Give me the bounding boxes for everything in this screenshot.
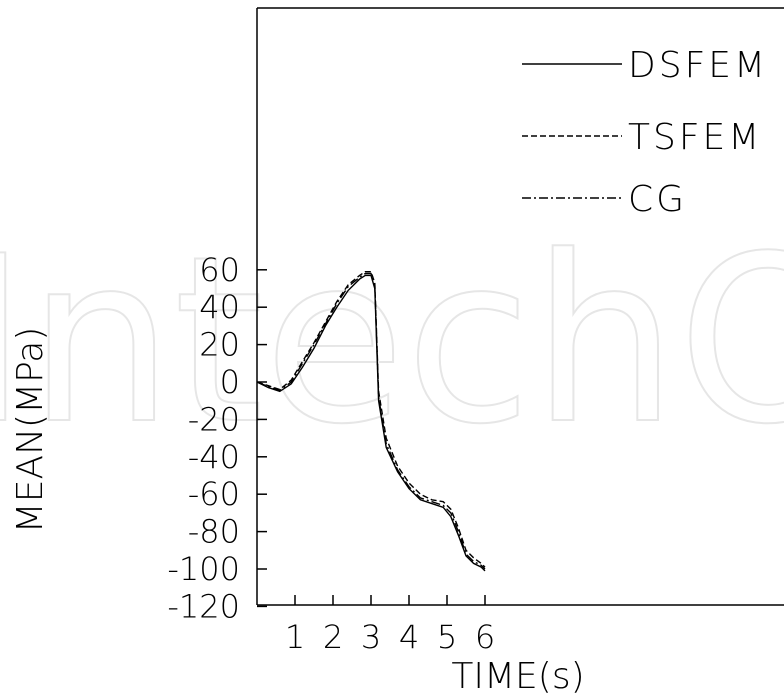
x-tick-label: 4 (399, 618, 419, 656)
legend-label-dsfem: DSFEM (628, 45, 768, 86)
legend-label-cg: CG (628, 179, 687, 220)
y-tick-label: -100 (167, 550, 240, 588)
x-tick-label: 5 (437, 618, 457, 656)
watermark-text: IntechOpen (0, 208, 784, 475)
legend: DSFEM TSFEM CG (522, 45, 768, 220)
legend-label-tsfem: TSFEM (628, 117, 762, 158)
y-tick-label: -20 (188, 400, 240, 438)
x-tick-label: 6 (475, 618, 495, 656)
series-group (256, 271, 486, 572)
y-axis-title: MEAN(MPa) (10, 327, 51, 534)
y-tick-label: -60 (188, 475, 240, 513)
y-tick-label: 60 (199, 251, 240, 289)
x-tick-label: 3 (361, 618, 381, 656)
y-tick-label: 40 (199, 288, 240, 326)
y-tick-label: 20 (199, 326, 240, 364)
x-tick-label: 1 (285, 618, 305, 656)
y-tick-label: -80 (188, 513, 240, 551)
series-line-cg (256, 272, 486, 570)
y-tick-label: -40 (188, 438, 240, 476)
x-axis-title: TIME(s) (451, 656, 584, 697)
series-line-dsfem (256, 274, 486, 572)
x-tick-label: 2 (323, 618, 343, 656)
y-tick-label: 0 (220, 363, 240, 401)
y-tick-label: -120 (167, 587, 240, 625)
